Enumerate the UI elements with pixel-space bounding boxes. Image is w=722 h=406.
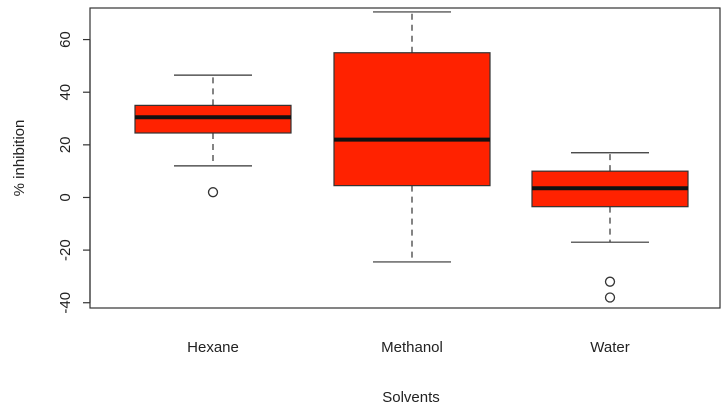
box-group bbox=[134, 11, 689, 303]
x-category-label: Water bbox=[590, 339, 629, 356]
y-tick-label: 20 bbox=[57, 136, 74, 153]
x-axis-title: Solvents bbox=[382, 389, 440, 406]
x-axis-labels: Hexane Methanol Water bbox=[187, 339, 630, 356]
y-axis-title: % inhibition bbox=[11, 120, 28, 197]
y-tick-label: -40 bbox=[57, 292, 74, 314]
iqr-box bbox=[333, 52, 491, 187]
y-tick-label: 40 bbox=[57, 84, 74, 101]
box-methanol bbox=[333, 11, 491, 263]
box-water bbox=[531, 152, 689, 303]
y-tick-label: -20 bbox=[57, 239, 74, 261]
y-tick-label: 0 bbox=[57, 193, 74, 201]
outlier-point bbox=[604, 292, 616, 303]
x-category-label: Hexane bbox=[187, 339, 239, 356]
outlier-point bbox=[604, 276, 616, 287]
x-category-label: Methanol bbox=[381, 339, 443, 356]
box-hexane bbox=[134, 74, 292, 198]
outlier-point bbox=[207, 187, 219, 198]
y-tick-label: 60 bbox=[57, 31, 74, 48]
y-axis: -40 -20 0 20 40 60 bbox=[57, 31, 91, 314]
